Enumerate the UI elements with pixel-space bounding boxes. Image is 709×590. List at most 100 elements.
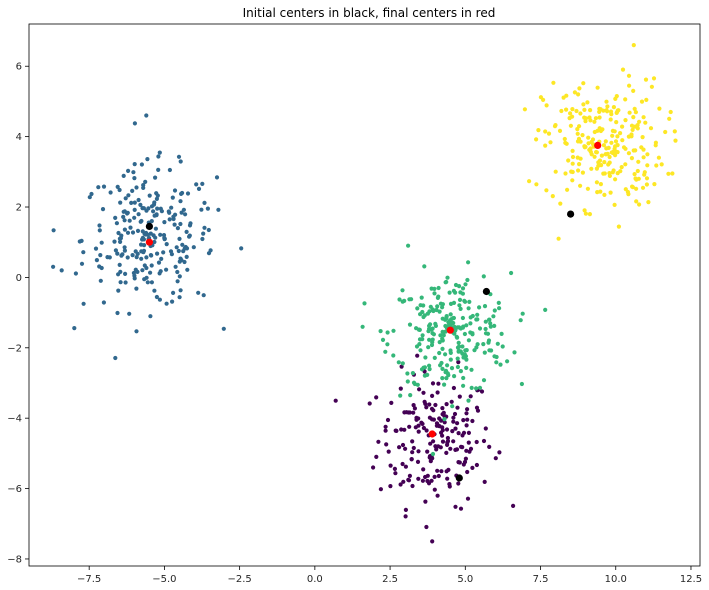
cluster-1-point (202, 200, 207, 205)
cluster-3-point (597, 109, 602, 114)
cluster-2-point (448, 357, 453, 362)
cluster-1-point (214, 175, 220, 180)
final-center-point (145, 238, 153, 246)
cluster-0-point (468, 446, 474, 451)
cluster-1-point (162, 220, 167, 225)
cluster-1-point (97, 223, 102, 228)
cluster-3-point (576, 92, 581, 97)
cluster-2-point (464, 365, 469, 370)
cluster-2-point (512, 350, 517, 355)
cluster-3-point (626, 151, 632, 156)
cluster-1-point (154, 191, 159, 196)
cluster-2-point (466, 260, 471, 265)
cluster-0-point (425, 473, 430, 478)
cluster-3-point (585, 100, 590, 105)
cluster-1-point (134, 286, 139, 291)
cluster-0-point (439, 430, 444, 435)
cluster-3-point (613, 153, 618, 158)
cluster-0-point (393, 471, 398, 476)
y-axis: −8 −6 −4 −2 0 2 4 6 (7, 62, 29, 565)
cluster-0-point (444, 450, 449, 455)
cluster-3-point (583, 144, 588, 149)
cluster-2-point (460, 344, 465, 349)
x-axis: −7.5 −5.0 −2.5 0.0 2.5 5.0 7.5 10.0 12.5 (77, 566, 702, 585)
cluster-2-point (460, 286, 466, 291)
cluster-1-point (152, 239, 157, 245)
cluster-1-point (185, 191, 191, 196)
cluster-2-point (444, 376, 449, 381)
cluster-2-point (405, 371, 410, 376)
cluster-0-point (430, 539, 435, 544)
cluster-3-point (574, 108, 579, 114)
cluster-3-point (580, 133, 585, 138)
cluster-3-point (612, 146, 617, 151)
cluster-2-point (362, 301, 367, 306)
cluster-0-point (402, 427, 407, 432)
cluster-2-point (439, 360, 444, 366)
cluster-1-point (200, 181, 205, 186)
cluster-0-point (403, 514, 408, 519)
cluster-2-point (464, 357, 469, 362)
cluster-0-point (407, 473, 412, 478)
cluster-1-point (139, 256, 144, 261)
final-center-point (428, 430, 436, 438)
cluster-0-point (447, 482, 452, 487)
cluster-1-point (139, 162, 144, 167)
cluster-0-point (437, 424, 442, 429)
cluster-2-point (440, 302, 445, 307)
cluster-0-point (398, 386, 403, 391)
cluster-0-point (404, 410, 409, 415)
cluster-2-point (448, 301, 454, 306)
cluster-1-point (81, 301, 86, 306)
cluster-3-point (654, 163, 659, 168)
cluster-3-point (558, 201, 563, 206)
cluster-1-point (143, 232, 148, 237)
cluster-3-point (641, 147, 646, 152)
cluster-2-point (443, 323, 448, 329)
cluster-3-point (633, 110, 639, 115)
cluster-1-point (178, 159, 183, 164)
cluster-0-point (406, 478, 412, 483)
cluster-3-point (602, 192, 607, 197)
cluster-2-point (462, 352, 467, 357)
cluster-1-point (122, 218, 127, 223)
cluster-1-point (134, 329, 139, 334)
cluster-2-point (417, 327, 422, 332)
cluster-1-point (176, 154, 182, 159)
cluster-3-point (611, 105, 617, 110)
cluster-1-point (135, 251, 140, 256)
cluster-1-point (79, 261, 85, 266)
cluster-2-point (455, 325, 460, 330)
cluster-3-point (629, 123, 635, 128)
cluster-2-point (415, 306, 420, 311)
cluster-3-point (544, 188, 549, 193)
cluster-3-point (565, 187, 570, 192)
cluster-1-point (122, 227, 127, 232)
cluster-1-point (123, 280, 128, 285)
cluster-2-point (462, 331, 467, 337)
cluster-2-point (440, 376, 445, 381)
cluster-2-point (452, 331, 457, 336)
cluster-3-point (636, 159, 641, 164)
cluster-1-point (123, 271, 128, 276)
cluster-3-point (643, 77, 649, 82)
cluster-0-point (434, 421, 440, 426)
cluster-3-point (527, 179, 532, 184)
cluster-3-point (607, 160, 612, 165)
cluster-2-point (487, 317, 492, 322)
cluster-1-point (156, 154, 161, 159)
cluster-3-point (598, 182, 604, 187)
cluster-2-point (505, 359, 510, 364)
cluster-1-point (144, 265, 149, 271)
cluster-1-point (139, 218, 144, 224)
cluster-1-point (184, 254, 189, 259)
cluster-3-point (548, 140, 553, 145)
cluster-2-point (456, 340, 461, 345)
cluster-3-point (608, 190, 613, 195)
cluster-3-point (583, 116, 589, 121)
cluster-3-point (620, 138, 625, 143)
cluster-1-point (132, 162, 137, 167)
cluster-2-point (428, 322, 433, 327)
cluster-3-point (563, 171, 568, 176)
cluster-0-point (482, 479, 487, 484)
